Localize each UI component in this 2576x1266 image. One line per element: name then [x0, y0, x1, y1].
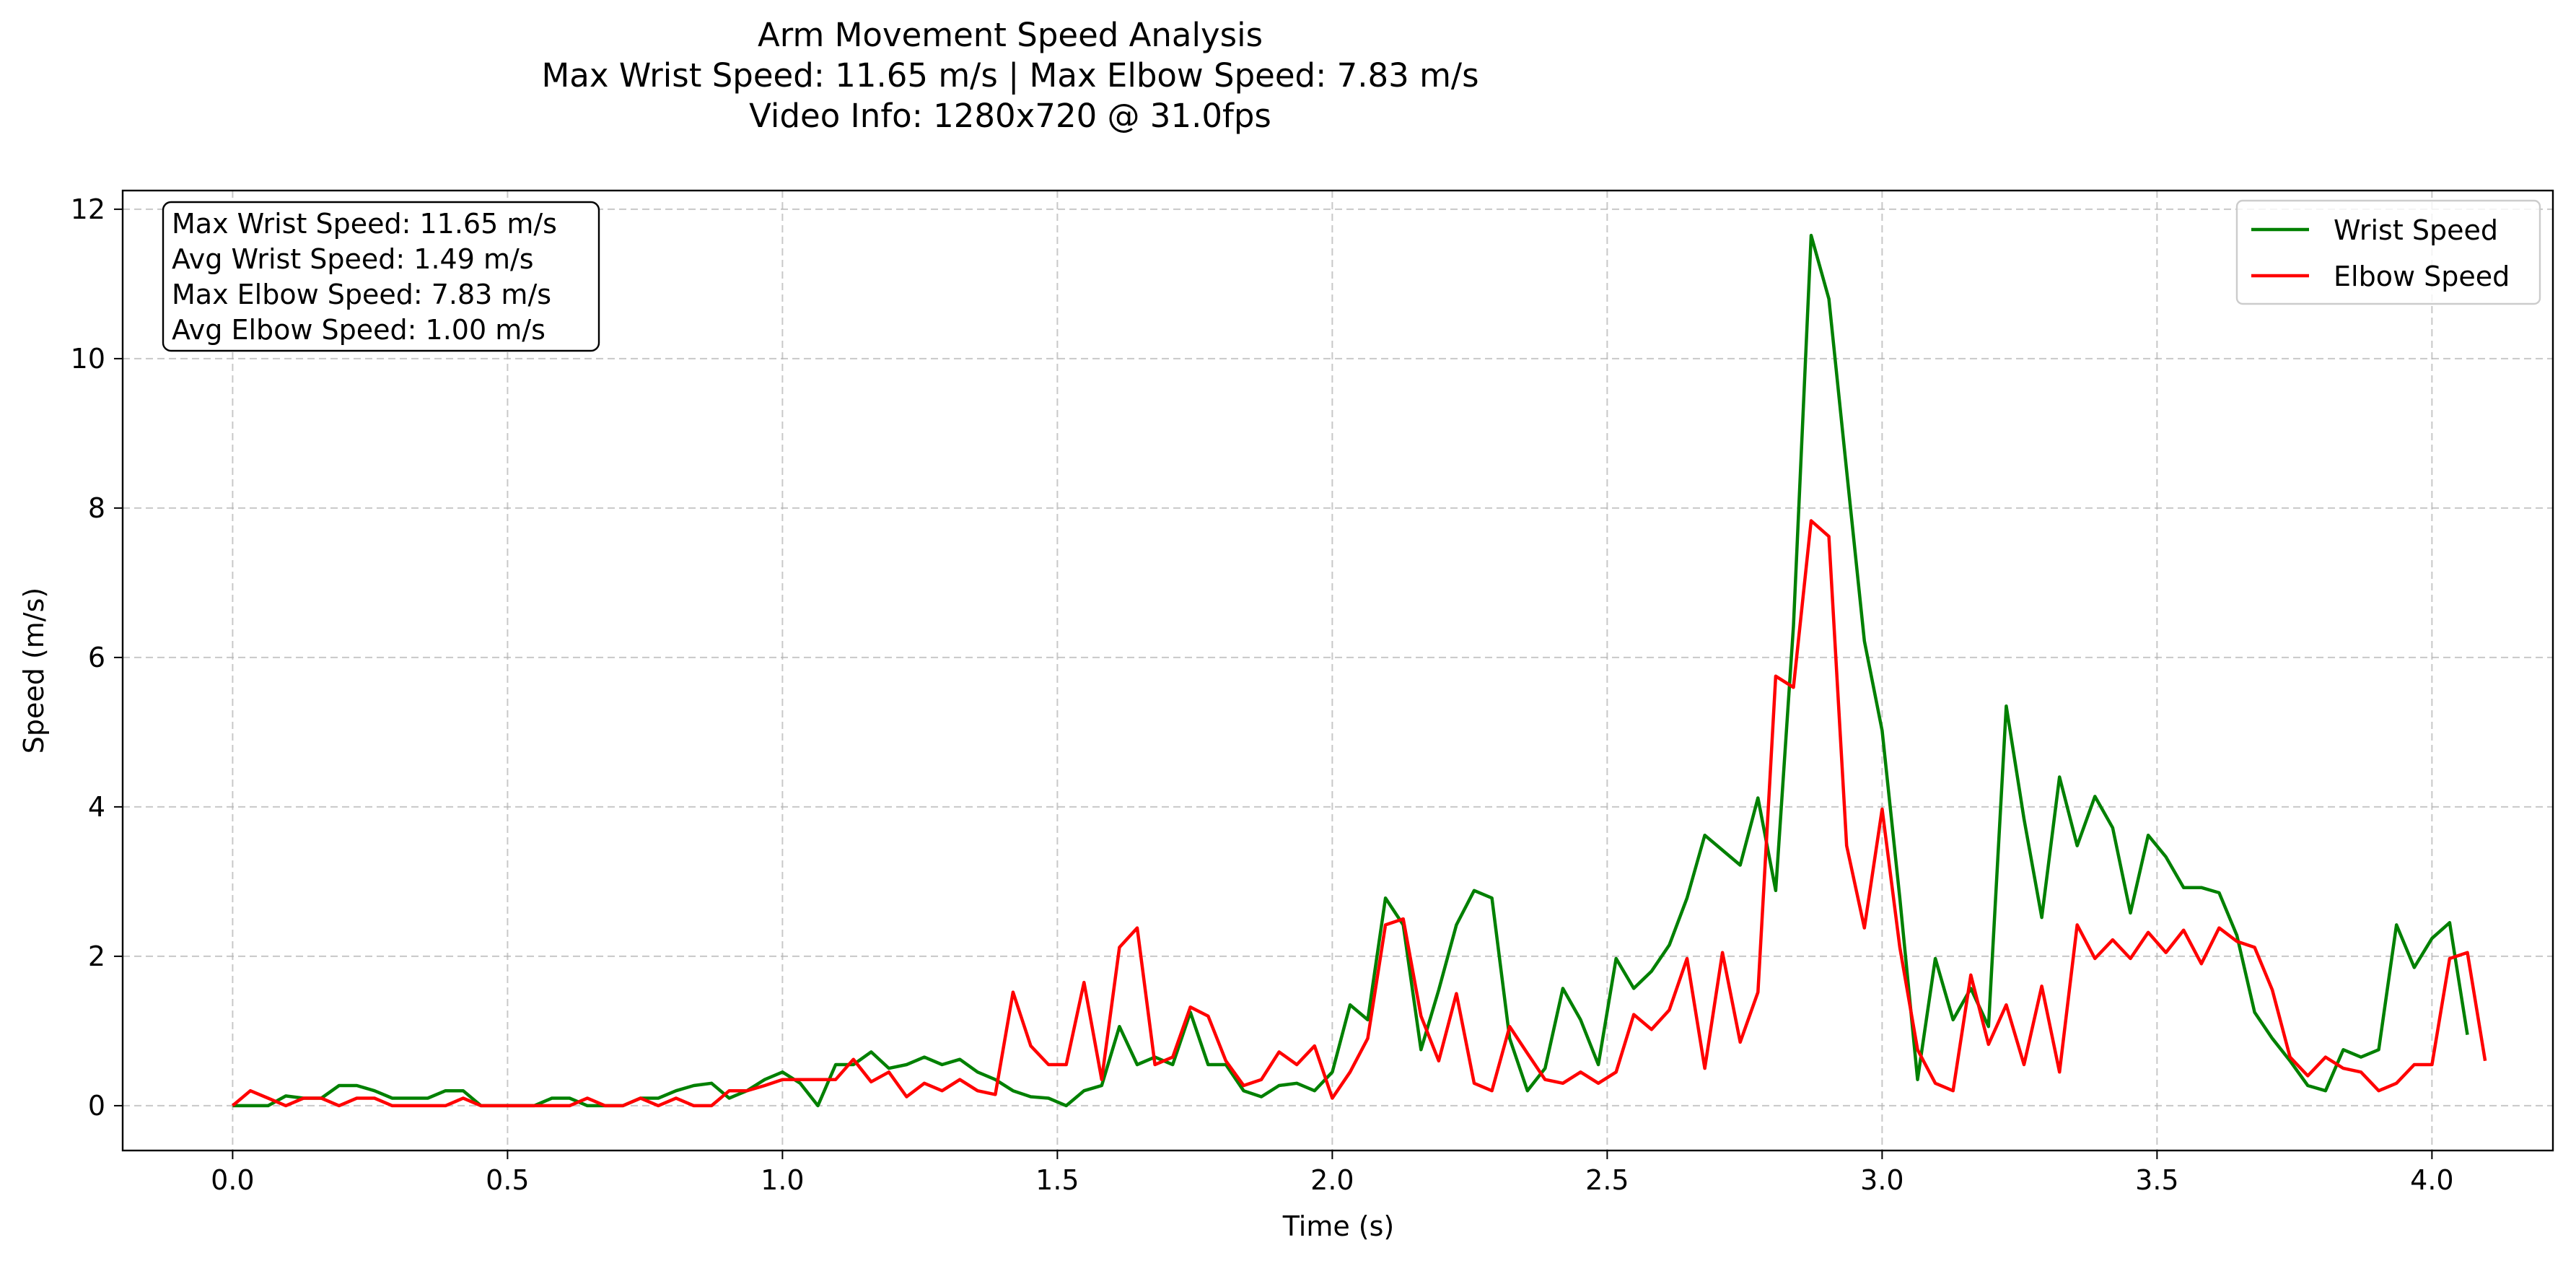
- y-tick-label: 10: [71, 343, 105, 375]
- x-tick-label: 0.0: [211, 1164, 254, 1196]
- y-axis-ticks: 0 2 4 6 8 10 12: [71, 193, 123, 1122]
- x-tick-label: 3.5: [2135, 1164, 2178, 1196]
- series-layer: [231, 233, 2487, 1108]
- x-tick-label: 3.0: [1860, 1164, 1903, 1196]
- y-tick-label: 12: [71, 193, 105, 225]
- chart-subtitle-line: Max Wrist Speed: 11.65 m/s | Max Elbow S…: [541, 56, 1478, 95]
- y-tick-label: 0: [88, 1090, 105, 1122]
- x-tick-label: 4.0: [2410, 1164, 2453, 1196]
- elbow-speed-line: [231, 519, 2487, 1108]
- chart-title: Arm Movement Speed Analysis Max Wrist Sp…: [541, 16, 1478, 135]
- legend-elbow-label: Elbow Speed: [2334, 261, 2510, 292]
- y-tick-label: 6: [88, 642, 105, 673]
- x-tick-label: 1.5: [1035, 1164, 1079, 1196]
- y-axis-label: Speed (m/s): [18, 588, 50, 754]
- y-tick-label: 4: [88, 791, 105, 823]
- stats-box: Max Wrist Speed: 11.65 m/s Avg Wrist Spe…: [162, 201, 600, 352]
- legend-wrist-label: Wrist Speed: [2334, 214, 2498, 246]
- plot-area-frame: [121, 189, 2554, 1152]
- stats-max-elbow: Max Elbow Speed: 7.83 m/s: [172, 279, 551, 310]
- stats-avg-elbow: Avg Elbow Speed: 1.00 m/s: [172, 314, 546, 346]
- stats-avg-wrist: Avg Wrist Speed: 1.49 m/s: [172, 243, 534, 275]
- legend: Wrist Speed Elbow Speed: [2235, 199, 2541, 305]
- y-tick-label: 2: [88, 940, 105, 972]
- x-tick-label: 1.0: [761, 1164, 804, 1196]
- x-tick-label: 2.0: [1310, 1164, 1354, 1196]
- legend-frame: [2235, 199, 2541, 305]
- stats-max-wrist: Max Wrist Speed: 11.65 m/s: [172, 208, 557, 240]
- stats-box-frame: [162, 201, 600, 352]
- chart-video-info-line: Video Info: 1280x720 @ 31.0fps: [749, 97, 1271, 135]
- x-axis-label: Time (s): [1282, 1210, 1395, 1242]
- y-tick-label: 8: [88, 492, 105, 524]
- x-tick-label: 2.5: [1585, 1164, 1629, 1196]
- x-axis-ticks: 0.0 0.5 1.0 1.5 2.0 2.5 3.0 3.5 4.0: [211, 1151, 2454, 1196]
- chart-title-line: Arm Movement Speed Analysis: [758, 16, 1263, 54]
- x-tick-label: 0.5: [486, 1164, 529, 1196]
